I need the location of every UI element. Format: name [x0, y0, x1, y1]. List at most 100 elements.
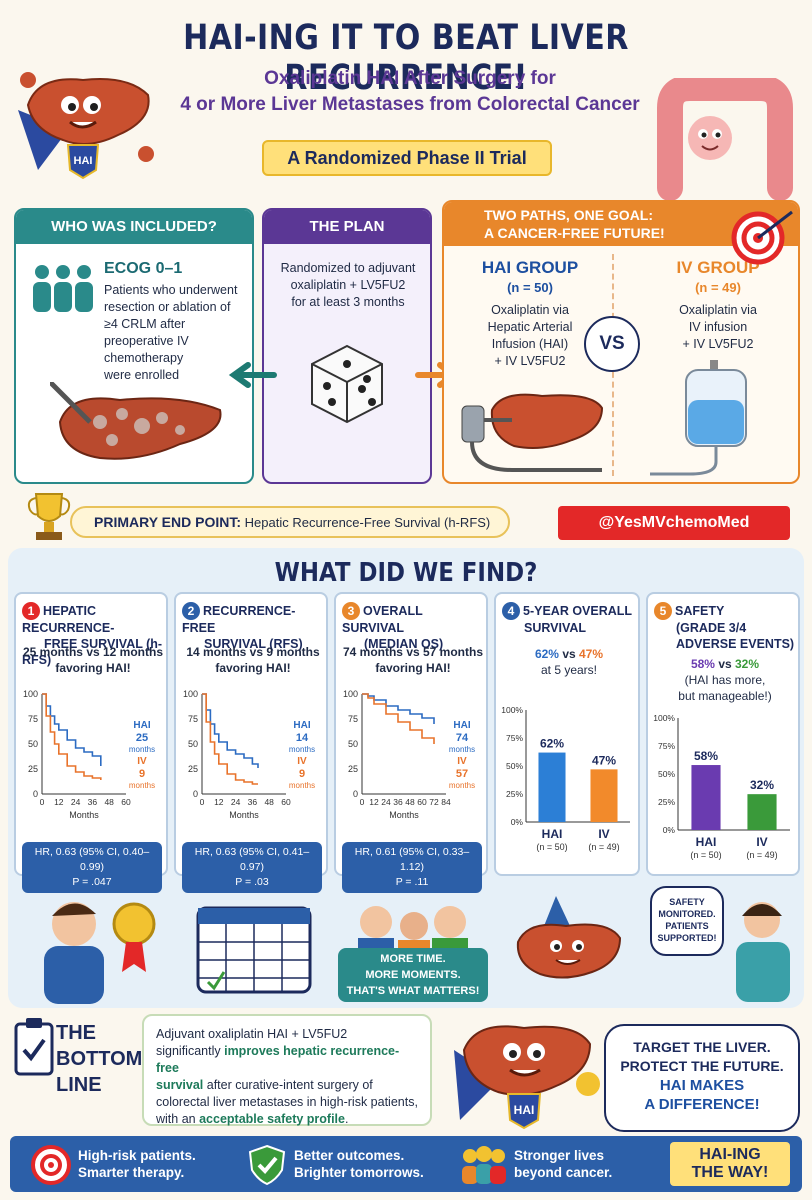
card-1-title: 1 HEPATIC RECURRENCE- FREE SURVIVAL (h-RF… — [22, 602, 166, 668]
bar-value-label-hai: 62% — [540, 737, 564, 751]
hai-line-4: + IV LV5FU2 — [494, 354, 566, 368]
two-paths-heading-line-1: TWO PATHS, ONE GOAL: — [484, 207, 654, 223]
series-name-iv: IV — [297, 756, 307, 767]
y-tick-label: 0 — [33, 789, 38, 799]
more-time-line-1: MORE TIME. — [380, 953, 446, 965]
trophy-icon — [27, 493, 71, 540]
x-tick-label: 0 — [200, 797, 205, 807]
card-4-title: 4 5-YEAR OVERALL SURVIVAL — [502, 602, 638, 636]
x-tick-label: 24 — [71, 797, 81, 807]
liver-badge-text: HAI — [74, 155, 93, 167]
series-unit-iv: months — [289, 781, 315, 790]
happy-patient-medal-icon — [44, 902, 156, 1004]
hero-badge-text: HAI — [514, 1103, 535, 1117]
bubble-line-2: PROTECT THE FUTURE. — [620, 1058, 784, 1074]
card-5-summary: 58% vs 32% (HAI has more, but manageable… — [652, 656, 798, 704]
included-line-6: were enrolled — [104, 368, 180, 382]
people-group-icon — [33, 265, 93, 312]
card-2-p-value: P = .03 — [235, 876, 269, 888]
ecog-label: ECOG 0–1 — [104, 260, 183, 277]
category-n-hai: (n = 50) — [536, 842, 567, 852]
card-5-title-line-2: (GRADE 3/4 — [676, 621, 747, 635]
colon-mascot-icon — [657, 78, 793, 200]
footer-target-icon — [31, 1145, 71, 1185]
finding-card-1: 1 HEPATIC RECURRENCE- FREE SURVIVAL (h-RF… — [14, 592, 168, 893]
iv-line-3: + IV LV5FU2 — [682, 337, 754, 351]
safety-note-line-3: PATIENTS — [665, 921, 709, 931]
arrow-left-icon — [228, 362, 277, 388]
x-tick-label: 12 — [369, 797, 379, 807]
y-tick-label: 100 — [23, 689, 38, 699]
card-5-vs: vs — [714, 657, 735, 671]
safety-note-line-4: SUPPORTED! — [657, 933, 717, 943]
plan-line-2: oxaliplatin + LV5FU2 — [290, 278, 406, 292]
series-name-hai: HAI — [133, 720, 150, 731]
card-1-hazard-ratio: HR, 0.63 (95% CI, 0.40–0.99) P = .047 — [22, 842, 162, 893]
series-value-hai: 14 — [296, 732, 309, 744]
y-tick-label: 25 — [28, 764, 38, 774]
series-line-iv — [362, 693, 435, 744]
y-tick-label: 25 — [188, 764, 198, 774]
hero-liver-thumbs-up-icon: HAI — [454, 1025, 600, 1130]
safety-note-bubble: SAFETY MONITORED. PATIENTS SUPPORTED! — [650, 886, 724, 956]
findings-heading: WHAT DID WE FIND? — [274, 558, 538, 588]
y-tick-label: 100% — [653, 713, 675, 723]
hai-line-3: Infusion (HAI) — [491, 337, 569, 351]
card-5-value-hai: 58% — [690, 657, 715, 671]
bottom-line-word-3: LINE — [56, 1074, 102, 1096]
category-label-hai: HAI — [696, 835, 717, 849]
card-4-value-hai: 62% — [534, 647, 559, 661]
y-tick-label: 50 — [28, 739, 38, 749]
bl-t2: significantly — [156, 1044, 225, 1058]
y-tick-label: 50 — [348, 739, 358, 749]
series-line-hai — [202, 693, 259, 768]
bl-t3: improves hepatic recurrence-free — [156, 1044, 400, 1075]
liver-metastases-icon — [50, 382, 222, 460]
x-tick-label: 12 — [54, 797, 64, 807]
card-1-number: 1 — [22, 602, 40, 620]
card-4-title-line-2: SURVIVAL — [524, 621, 587, 635]
bottom-line-label: THE BOTTOM LINE — [56, 1020, 142, 1098]
card-1-summary-line-2: favoring HAI! — [55, 661, 131, 675]
series-unit-iv: months — [129, 781, 155, 790]
finding-card-2: 2 RECURRENCE-FREE SURVIVAL (RFS) 14 month… — [174, 592, 328, 893]
card-3-title-line-2: (MEDIAN OS) — [364, 637, 444, 651]
y-tick-label: 75 — [28, 714, 38, 724]
card-3-number: 3 — [342, 602, 360, 620]
bar-hai — [538, 752, 566, 822]
bar-value-label-iv: 32% — [750, 778, 774, 792]
hai-line-2: Hepatic Arterial — [487, 320, 573, 334]
more-time-banner: MORE TIME. MORE MOMENTS. THAT'S WHAT MAT… — [338, 948, 488, 1002]
footer-item-3: Stronger lives beyond cancer. — [514, 1147, 612, 1181]
y-tick-label: 50 — [188, 739, 198, 749]
finding-card-3: 3 OVERALL SURVIVAL (MEDIAN OS) 74 months … — [334, 592, 488, 893]
hai-group-title: HAI GROUP — [481, 258, 579, 277]
card-2-title: 2 RECURRENCE-FREE SURVIVAL (RFS) — [182, 602, 326, 652]
y-tick-label: 100% — [501, 705, 523, 715]
x-tick-label: 48 — [405, 797, 415, 807]
card-1-title-line-1: HEPATIC RECURRENCE- — [22, 604, 115, 635]
hai-group-text: Oxaliplatin via Hepatic Arterial Infusio… — [450, 302, 610, 370]
card-2-hr: HR, 0.63 (95% CI, 0.41–0.97) — [194, 846, 310, 873]
hai-ing-line-2: THE WAY! — [691, 1164, 769, 1181]
card-2-summary: 14 months vs 9 months favoring HAI! — [180, 644, 326, 676]
series-unit-hai: months — [129, 745, 155, 754]
category-n-iv: (n = 49) — [746, 850, 777, 860]
plan-line-3: for at least 3 months — [291, 295, 405, 309]
card-5-value-iv: 32% — [735, 657, 760, 671]
card-2-summary-line-1: 14 months vs 9 months — [186, 645, 320, 659]
primary-endpoint-value: Hepatic Recurrence-Free Survival (h-RFS) — [244, 515, 491, 530]
y-tick-label: 25% — [658, 797, 675, 807]
footer-item-2-line-1: Better outcomes. — [294, 1148, 405, 1163]
liver-mascot-icon: HAI — [18, 72, 154, 180]
social-handle[interactable]: @YesMVchemoMed — [558, 506, 790, 540]
card-2-title-line-2: SURVIVAL (RFS) — [204, 637, 303, 651]
clipboard-check-icon — [14, 1018, 54, 1076]
x-tick-label: 60 — [121, 797, 131, 807]
series-line-hai — [42, 693, 102, 766]
series-value-iv: 9 — [299, 768, 305, 780]
x-axis-label: Months — [229, 810, 259, 820]
card-3-title: 3 OVERALL SURVIVAL (MEDIAN OS) — [342, 602, 486, 652]
bar-value-label-hai: 58% — [694, 749, 718, 763]
